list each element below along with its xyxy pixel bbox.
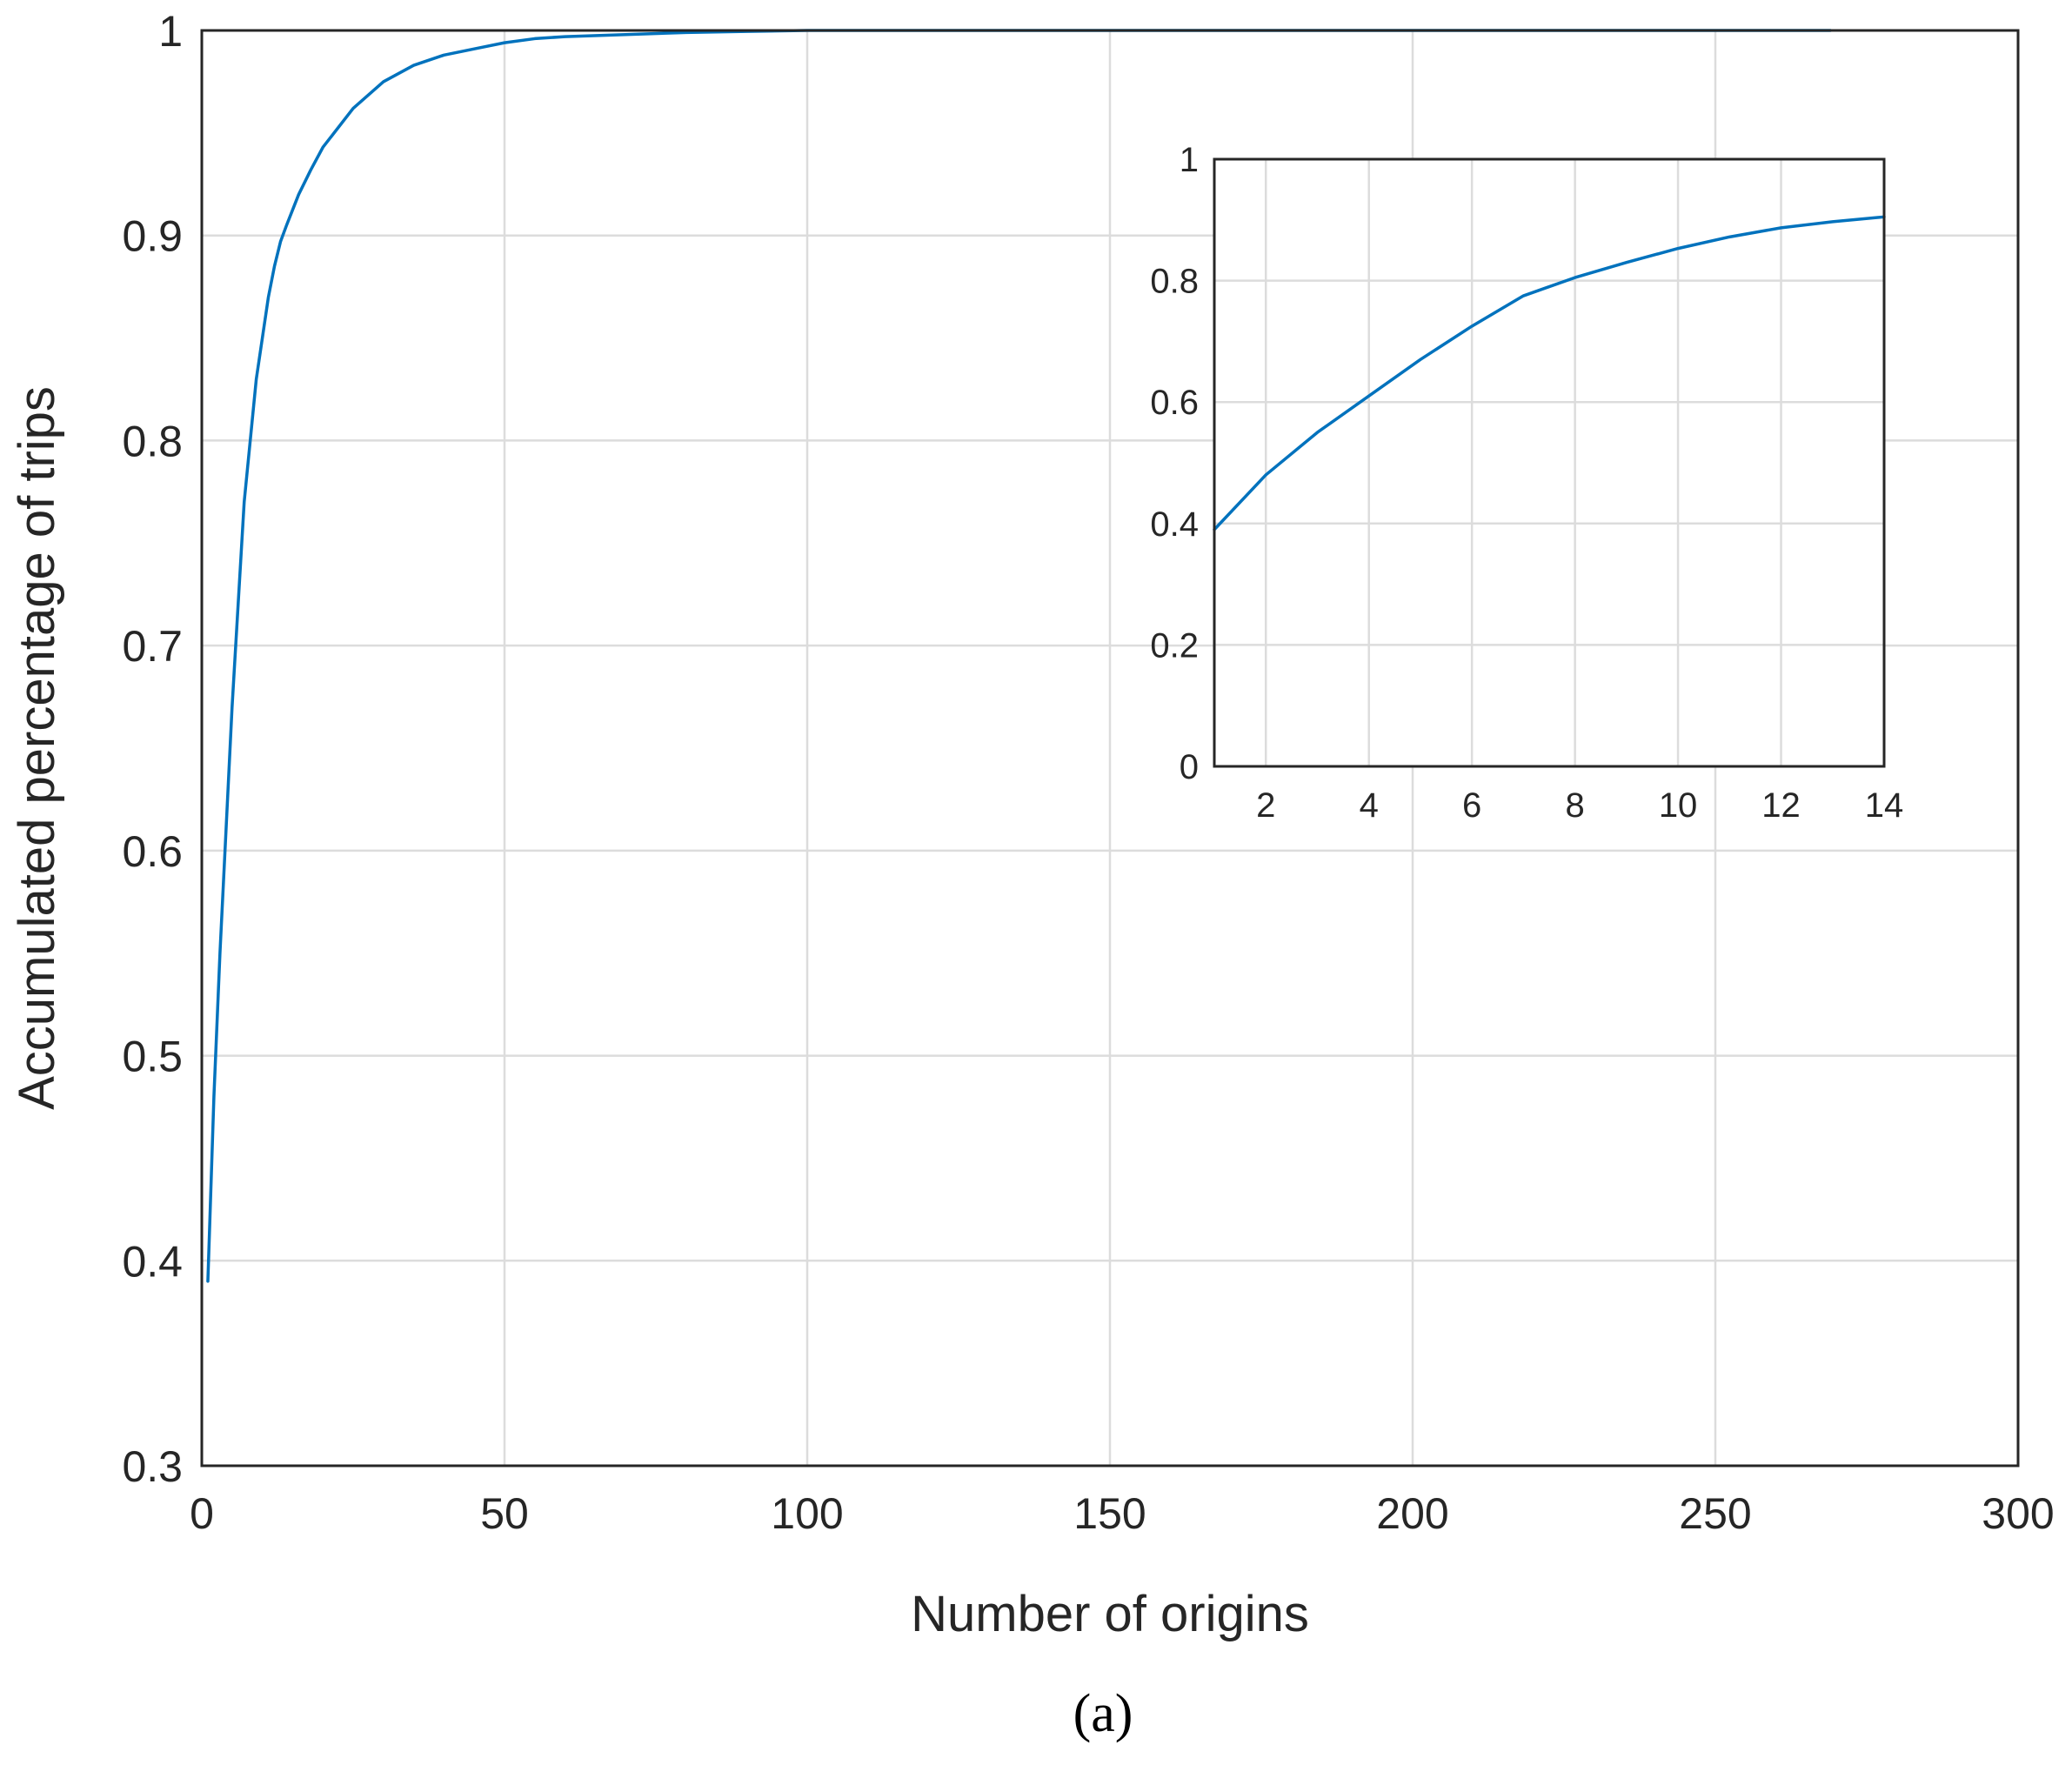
inset-y-tick-label: 1 [1180,141,1199,179]
inset-y-tick-label: 0.6 [1150,384,1199,422]
inset-x-tick-label: 14 [1865,786,1904,825]
inset-x-tick-label: 4 [1360,786,1379,825]
main-axes-box [200,29,2020,1467]
inset-x-tick-label: 8 [1565,786,1584,825]
main-y-tick-label: 1 [158,7,183,56]
y-axis-label: Accumulated percentage of trips [9,386,65,1110]
inset-y-tick-label: 0.8 [1150,263,1199,301]
main-series-line-0 [206,29,1832,1283]
inset-chart: 2 4 6 8 10 12 14 0 0.2 0.4 0.6 0.8 1 [1150,141,1903,825]
main-y-tick-label: 0.3 [122,1442,183,1491]
inset-plot-area [1214,159,1884,766]
main-x-tick-label: 250 [1679,1489,1751,1538]
main-series-group [206,29,1832,1283]
inset-grid [1214,159,1884,766]
main-x-tick-label: 300 [1982,1489,2054,1538]
main-y-tick-label: 0.5 [122,1033,183,1081]
main-y-tick-label: 0.4 [122,1237,183,1286]
inset-axes-box [1213,157,1886,768]
main-y-tick-label: 0.8 [122,417,183,465]
inset-y-tick-label: 0 [1180,748,1199,786]
inset-y-tick-label: 0.4 [1150,505,1199,544]
inset-series-group [1213,215,1886,532]
inset-x-tick-label: 10 [1659,786,1698,825]
x-axis-label: Number of origins [911,1586,1309,1642]
main-y-tick-label: 0.9 [122,212,183,261]
inset-tick-labels: 2 4 6 8 10 12 14 0 0.2 0.4 0.6 0.8 1 [1150,141,1903,825]
main-x-tick-label: 50 [480,1489,529,1538]
main-x-tick-label: 0 [190,1489,214,1538]
main-y-tick-label: 0.7 [122,622,183,671]
inset-x-tick-label: 2 [1256,786,1275,825]
panel-caption: (a) [1073,1684,1133,1743]
inset-series-line-0 [1213,215,1886,532]
main-x-tick-label: 200 [1376,1489,1448,1538]
inset-x-tick-label: 12 [1761,786,1801,825]
main-x-tick-label: 100 [771,1489,843,1538]
inset-x-tick-label: 6 [1462,786,1481,825]
inset-y-tick-label: 0.2 [1150,626,1199,665]
main-x-tick-label: 150 [1073,1489,1146,1538]
main-y-tick-label: 0.6 [122,827,183,876]
